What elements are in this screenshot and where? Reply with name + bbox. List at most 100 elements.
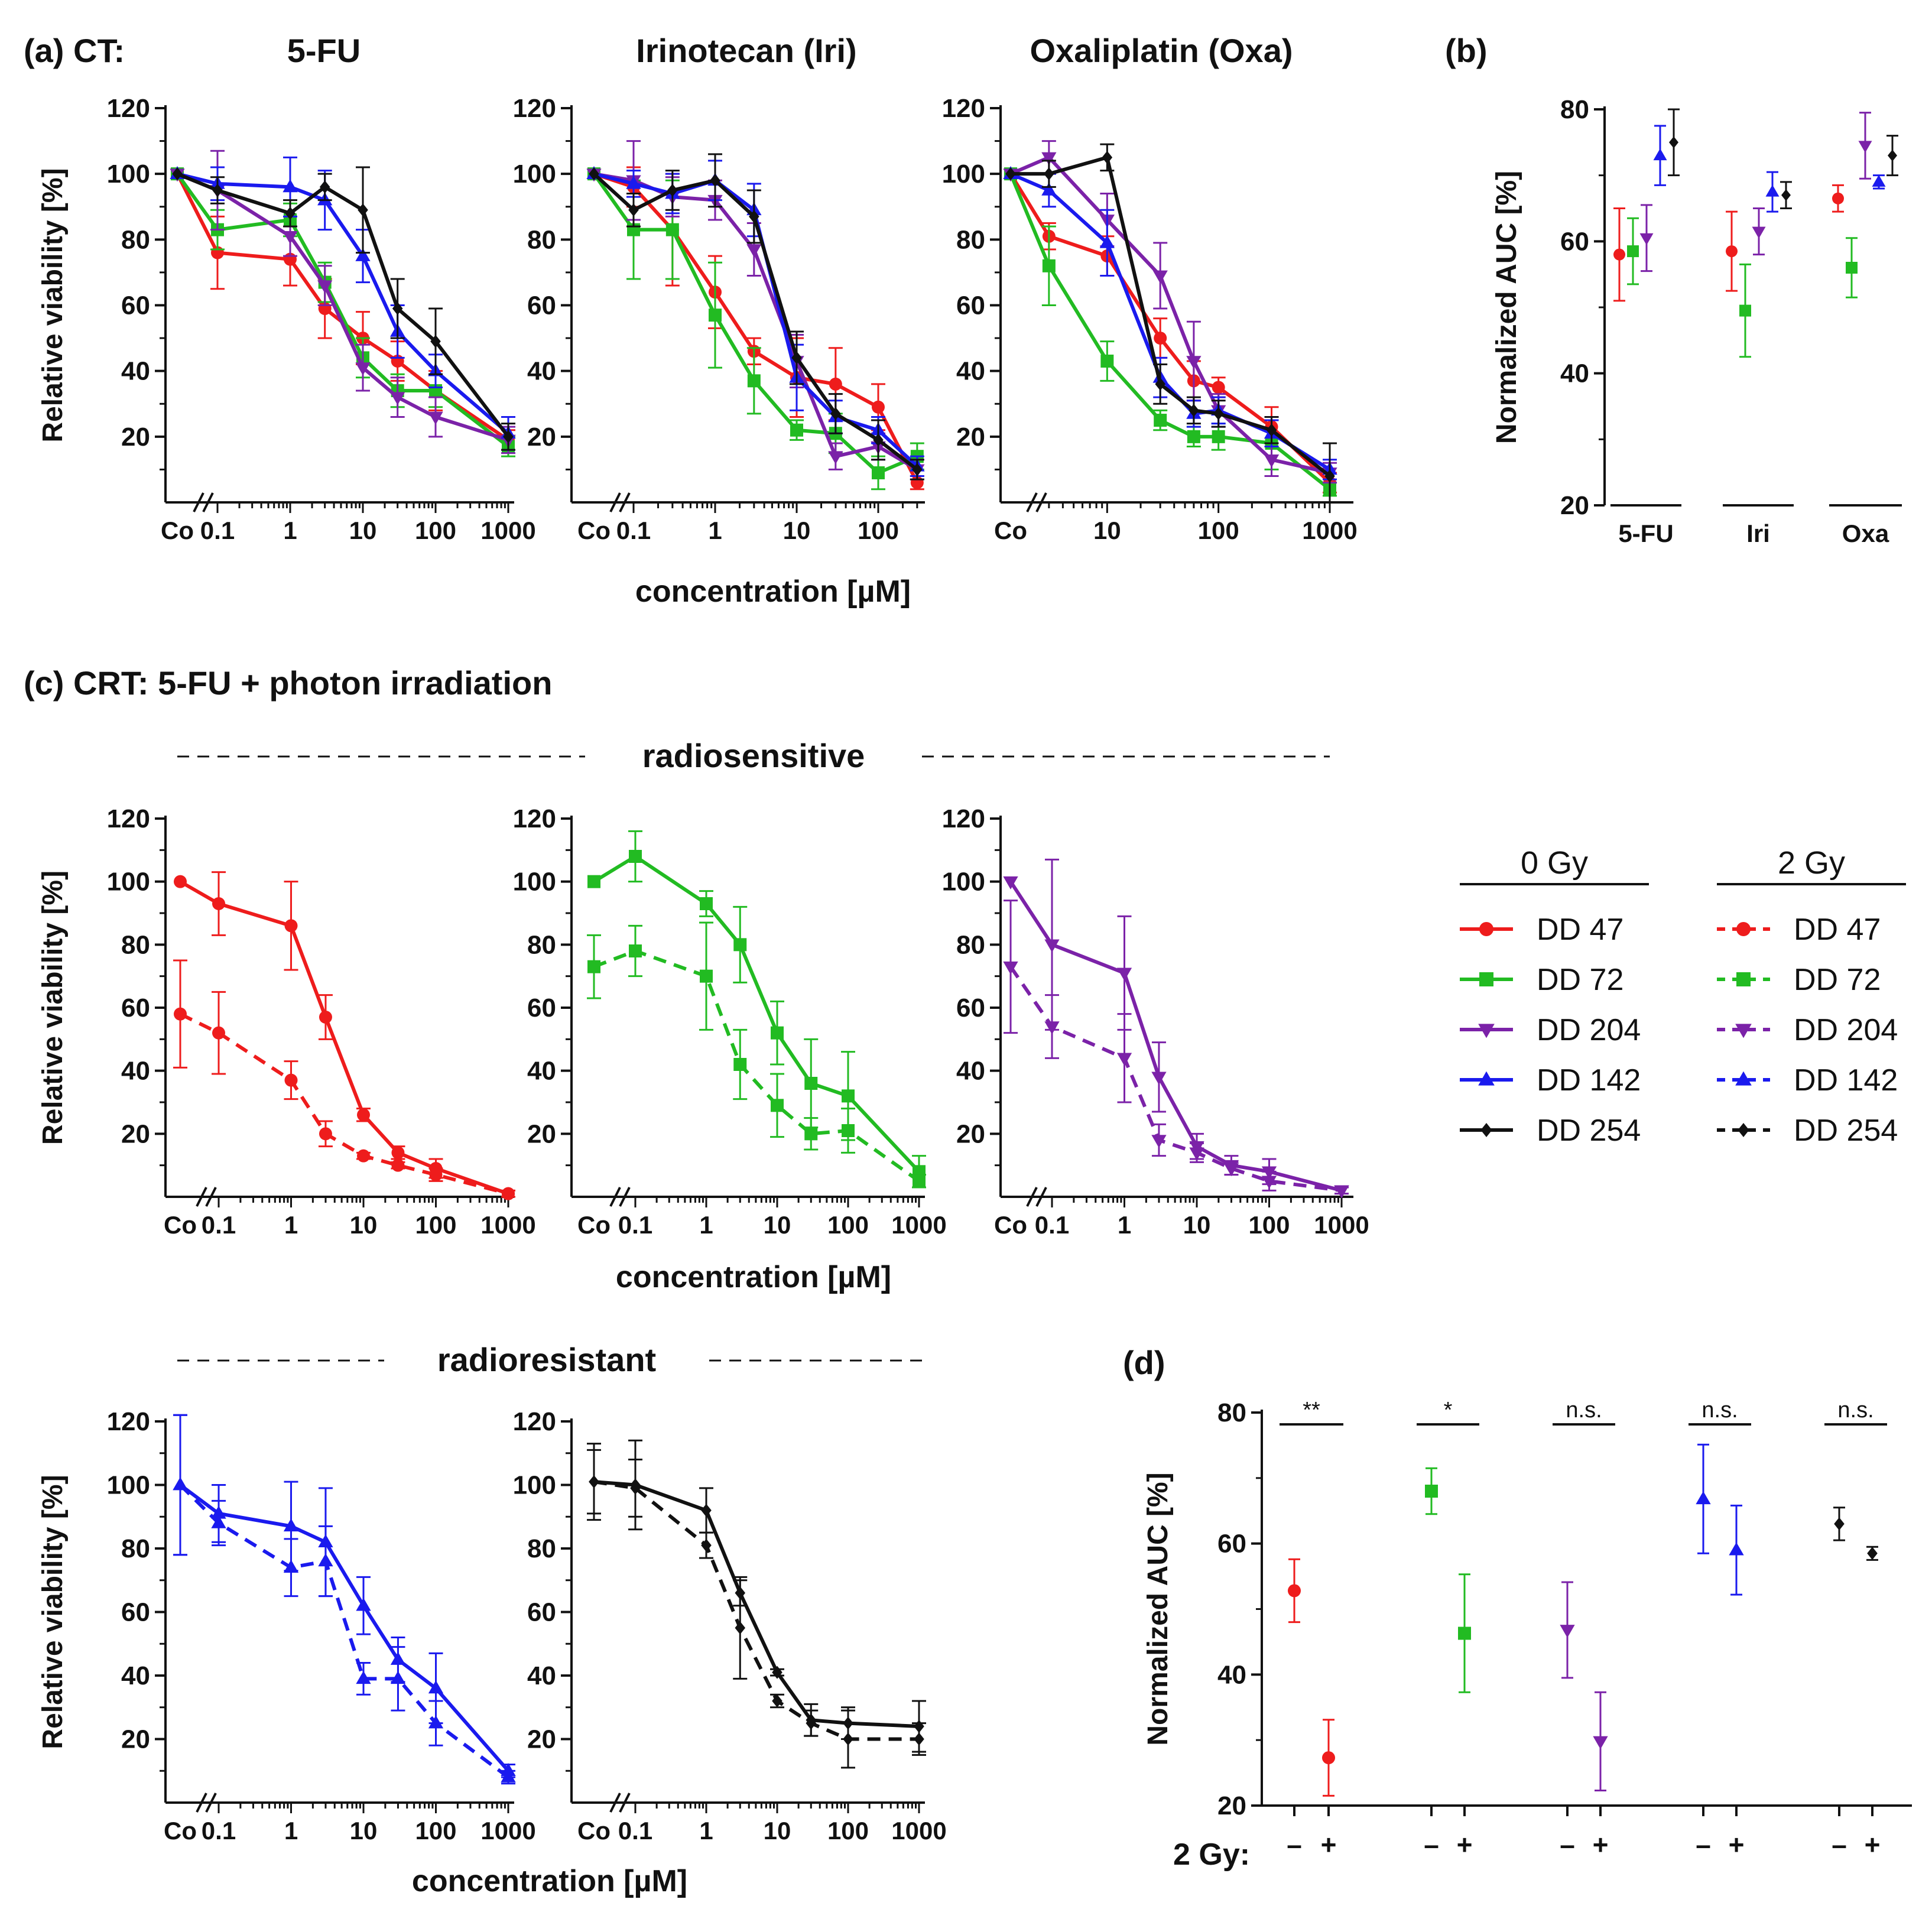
x-tick-label-minus: – bbox=[1696, 1829, 1711, 1860]
data-point bbox=[174, 875, 187, 888]
legend-row-dd-142: DD 142 DD 142 bbox=[1460, 1063, 1898, 1098]
chart-a1: 20 40 60 80 100 120 Co 0.1 1 10 100 1000 Relative vi… bbox=[37, 94, 536, 544]
x-tick-label-minus: – bbox=[1832, 1829, 1847, 1860]
x-tick-label: 100 bbox=[858, 517, 899, 544]
chart-c1: 20 40 60 80 100 120 Co 0.1 1 10 100 1000 Relative vi… bbox=[37, 804, 536, 1239]
point-dd-72 bbox=[1739, 263, 1751, 358]
series-dd-142-2-gy bbox=[173, 1414, 516, 1785]
data-point bbox=[630, 1481, 641, 1495]
axis-break bbox=[609, 1187, 621, 1207]
radioresistant-label: radioresistant bbox=[437, 1341, 656, 1378]
y-tick-label: 100 bbox=[513, 160, 556, 189]
x-tick-label-minus: – bbox=[1560, 1829, 1575, 1860]
data-point bbox=[700, 897, 713, 910]
y-tick-label: 80 bbox=[121, 225, 150, 254]
series-line bbox=[1011, 155, 1331, 478]
data-point bbox=[212, 897, 225, 910]
data-point bbox=[1044, 939, 1060, 953]
x-tick-label: 1000 bbox=[480, 1211, 535, 1239]
y-tick-label: 80 bbox=[1560, 95, 1589, 124]
data-point bbox=[1872, 174, 1886, 187]
data-point bbox=[356, 1598, 371, 1611]
radioresistant-header: radioresistant bbox=[177, 1341, 922, 1378]
y-tick-label: 120 bbox=[513, 1407, 556, 1436]
point-dd-47 bbox=[1726, 210, 1738, 292]
x-tick-label: 0.1 bbox=[1035, 1211, 1069, 1239]
data-point bbox=[843, 1732, 853, 1746]
data-point bbox=[772, 1694, 782, 1707]
data-point bbox=[355, 248, 371, 261]
x-tick-label: Iri bbox=[1746, 520, 1770, 547]
data-point bbox=[709, 309, 722, 322]
data-point bbox=[710, 174, 720, 187]
series-line bbox=[593, 1480, 919, 1741]
data-point bbox=[392, 302, 403, 316]
x-tick-label: Co bbox=[161, 517, 194, 544]
panel-b-label: (b) bbox=[1445, 32, 1488, 69]
legend-label-0gy: DD 47 bbox=[1537, 913, 1623, 947]
title-irinotecan: Irinotecan (Iri) bbox=[636, 32, 856, 69]
data-point bbox=[913, 1174, 926, 1188]
x-tick-label: 10 bbox=[764, 1211, 791, 1239]
data-point bbox=[873, 433, 884, 447]
data-point bbox=[1041, 152, 1057, 165]
data-point bbox=[1288, 1584, 1301, 1598]
legend-label-2gy: DD 142 bbox=[1794, 1063, 1898, 1098]
y-tick-label: 40 bbox=[956, 1057, 985, 1086]
legend-marker bbox=[1736, 922, 1751, 936]
series-line bbox=[176, 172, 510, 438]
y-tick-label: 20 bbox=[956, 423, 985, 452]
data-point bbox=[1151, 1135, 1167, 1148]
gy-label: 2 Gy: bbox=[1173, 1837, 1250, 1872]
axis-break bbox=[196, 1793, 207, 1813]
data-point bbox=[1858, 141, 1872, 153]
x-tick-label: 1 bbox=[1118, 1211, 1131, 1239]
data-point bbox=[1752, 226, 1766, 239]
data-point bbox=[1765, 184, 1780, 197]
y-tick-label: 20 bbox=[527, 1119, 556, 1148]
series-line bbox=[1009, 881, 1342, 1193]
data-point bbox=[283, 230, 298, 244]
data-point bbox=[1116, 1053, 1132, 1066]
x-tick-label: 0.1 bbox=[202, 1817, 236, 1845]
data-point bbox=[771, 1099, 784, 1112]
x-tick-label: 0.1 bbox=[618, 1817, 652, 1845]
x-tick-label-plus: + bbox=[1457, 1829, 1473, 1860]
radiosensitive-header: radiosensitive bbox=[177, 737, 1330, 774]
data-point bbox=[806, 1716, 817, 1730]
x-tick-label: Co bbox=[994, 1211, 1027, 1239]
y-tick-label: 100 bbox=[107, 868, 150, 897]
legend-header-0gy: 0 Gy bbox=[1521, 845, 1588, 881]
point-dd-254 bbox=[1780, 181, 1792, 209]
point-dd-142 bbox=[1872, 174, 1886, 190]
data-point bbox=[790, 423, 803, 437]
y-tick-label: 60 bbox=[1217, 1530, 1246, 1559]
data-point bbox=[772, 1665, 782, 1679]
y-tick-label: 60 bbox=[1560, 227, 1589, 256]
data-point bbox=[1212, 381, 1225, 394]
significance-label: ** bbox=[1303, 1398, 1320, 1423]
data-point bbox=[701, 1538, 712, 1552]
legend-label-0gy: DD 72 bbox=[1537, 963, 1623, 997]
legend-label-0gy: DD 204 bbox=[1537, 1013, 1641, 1047]
x-tick-label-plus: + bbox=[1321, 1829, 1337, 1860]
series-dd-72-0-gy bbox=[587, 830, 926, 1189]
series-line bbox=[177, 172, 509, 435]
axis-break bbox=[1035, 1187, 1047, 1207]
y-tick-label: 20 bbox=[121, 1119, 150, 1148]
y-tick-label: 120 bbox=[107, 804, 150, 833]
x-tick-label: 1 bbox=[284, 1211, 298, 1239]
y-tick-label: 120 bbox=[942, 94, 985, 123]
data-point bbox=[842, 1124, 855, 1137]
x-tick-label-minus: – bbox=[1287, 1829, 1302, 1860]
data-point bbox=[212, 183, 223, 197]
series-dd-72 bbox=[1004, 167, 1337, 497]
y-tick-label: 100 bbox=[513, 868, 556, 897]
data-point bbox=[733, 938, 747, 952]
title-oxaliplatin: Oxaliplatin (Oxa) bbox=[1030, 32, 1293, 69]
legend-marker bbox=[1478, 1024, 1495, 1038]
data-point bbox=[1186, 356, 1202, 369]
y-tick-label: 40 bbox=[527, 1661, 556, 1690]
point-dd-204 bbox=[1639, 204, 1654, 272]
data-point bbox=[1213, 407, 1224, 420]
